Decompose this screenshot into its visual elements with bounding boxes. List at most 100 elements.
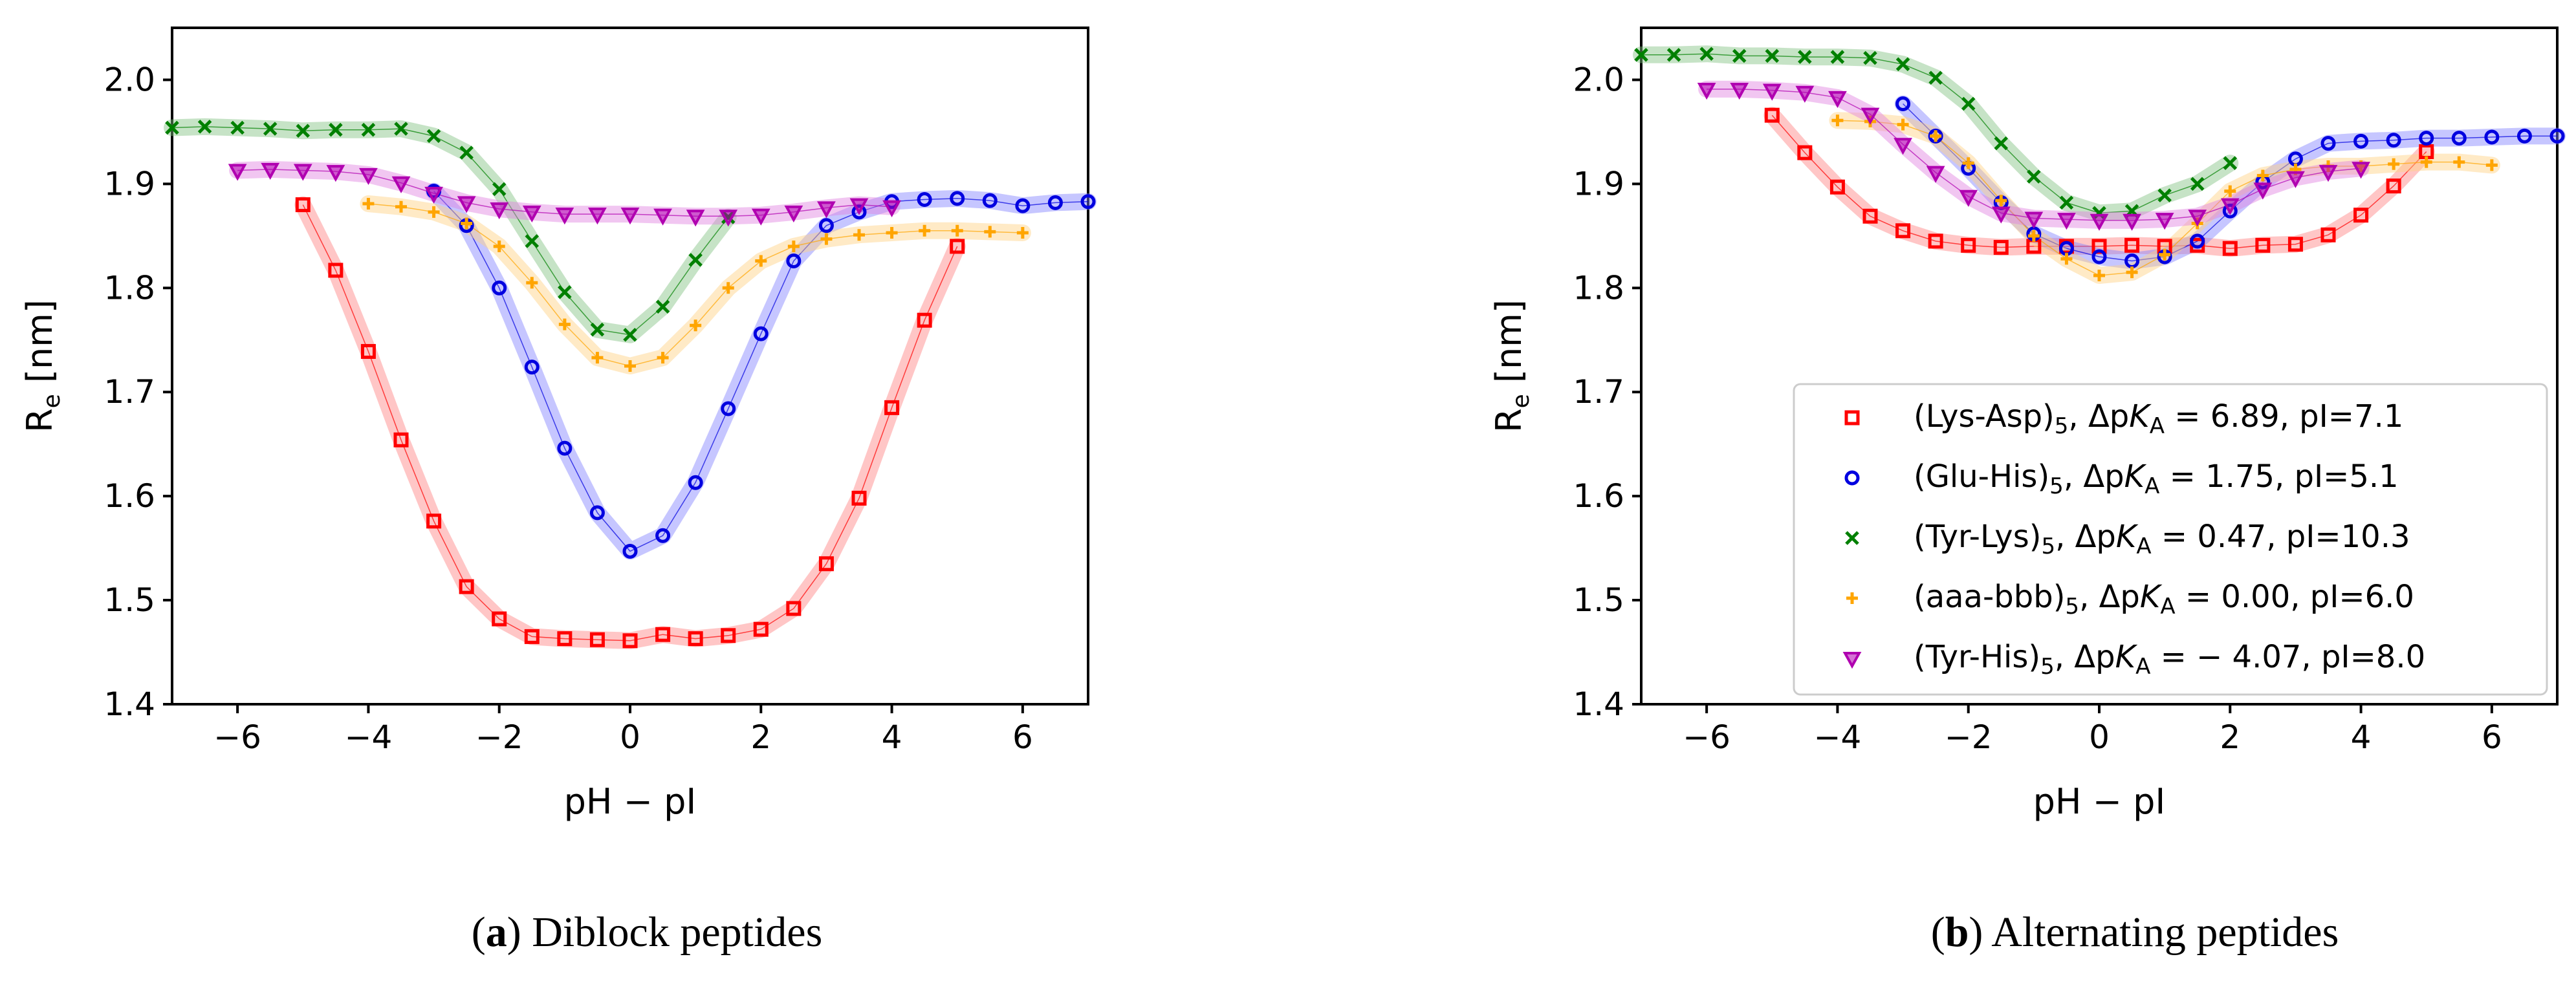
point-glu-his-5 — [721, 401, 736, 416]
point-glu-his-5 — [2451, 131, 2467, 146]
point-tyr-his-5 — [2319, 165, 2338, 182]
legend-marker-aaa-bbb-5 — [1846, 592, 1858, 604]
legend-1-mid: , Δp — [2068, 398, 2129, 435]
legend-4-ksub: A — [2160, 594, 2175, 620]
y-tick-label: 2.0 — [1573, 61, 1624, 98]
point-lys-asp-5 — [1797, 145, 1813, 160]
legend-3-mid: , Δp — [2055, 519, 2116, 555]
line-tyr-lys-5 — [171, 126, 729, 336]
point-glu-his-5 — [1080, 194, 1096, 210]
point-tyr-lys-5 — [655, 299, 670, 314]
legend-marker-glu-his-5 — [1844, 470, 1860, 486]
point-tyr-lys-5 — [1666, 48, 1681, 62]
caption-letter-b: b — [1945, 909, 1969, 956]
x-tick-label: 2 — [750, 718, 771, 756]
legend-1-name: (Lys-Asp) — [1914, 398, 2055, 435]
point-tyr-lys-5 — [1961, 96, 1976, 111]
point-glu-his-5 — [786, 253, 802, 268]
x-tick-label: 4 — [2351, 718, 2372, 756]
y-tick-label: 1.4 — [1573, 685, 1624, 723]
point-tyr-his-5 — [2188, 210, 2207, 227]
point-lys-asp-5 — [524, 629, 540, 644]
point-tyr-lys-5 — [623, 327, 637, 342]
point-lys-asp-5 — [459, 579, 474, 594]
point-aaa-bbb-5 — [2420, 156, 2432, 168]
point-tyr-lys-5 — [361, 122, 376, 137]
y-axis-label-a: Re [nm] — [19, 299, 65, 433]
point-tyr-his-5 — [1795, 85, 1815, 103]
x-tick-label: 6 — [1012, 718, 1033, 756]
point-glu-his-5 — [2484, 129, 2500, 145]
point-lys-asp-5 — [622, 633, 638, 649]
caption-a: (a) Diblock peptides — [472, 909, 823, 956]
point-lys-asp-5 — [1764, 107, 1780, 123]
point-lys-asp-5 — [2222, 241, 2238, 256]
point-aaa-bbb-5 — [1962, 157, 1974, 169]
caption-b: (b) Alternating peptides — [1931, 909, 2339, 956]
point-tyr-his-5 — [817, 201, 836, 219]
point-glu-his-5 — [589, 505, 605, 521]
point-lys-asp-5 — [851, 490, 867, 506]
point-glu-his-5 — [2549, 128, 2565, 144]
y-axis-label-sub-a: e — [39, 394, 65, 408]
legend-1-rest: = 6.89, pI=7.1 — [2165, 398, 2403, 435]
point-lys-asp-5 — [2124, 237, 2140, 253]
point-aaa-bbb-5 — [2060, 253, 2073, 265]
point-tyr-lys-5 — [165, 120, 179, 135]
legend-entry-2: (Glu-His)5, ΔpKA = 1.75, pI=5.1 — [1914, 458, 2399, 499]
point-glu-his-5 — [622, 543, 638, 559]
point-tyr-lys-5 — [394, 122, 408, 136]
point-tyr-lys-5 — [1895, 57, 1910, 72]
point-lys-asp-5 — [688, 631, 703, 647]
x-ticks-b: −6 −4 −2 0 2 4 6 — [1683, 704, 2502, 756]
x-tick-label: 2 — [2220, 718, 2240, 756]
line-lys-asp-5 — [1771, 114, 2427, 249]
point-tyr-his-5 — [2090, 213, 2109, 231]
legend-5-name: (Tyr-His) — [1914, 639, 2040, 675]
legend-marker-tyr-his-5 — [1842, 652, 1862, 669]
point-aaa-bbb-5 — [526, 277, 538, 289]
series-markers-a — [165, 120, 1096, 649]
point-aaa-bbb-5 — [624, 360, 636, 372]
point-tyr-his-5 — [457, 196, 476, 213]
point-lys-asp-5 — [393, 432, 409, 447]
point-aaa-bbb-5 — [1016, 227, 1029, 239]
point-lys-asp-5 — [328, 263, 344, 278]
point-glu-his-5 — [1047, 195, 1063, 210]
point-aaa-bbb-5 — [1930, 130, 1942, 142]
point-lys-asp-5 — [2386, 178, 2401, 194]
point-tyr-lys-5 — [263, 122, 278, 136]
y-tick-label: 1.6 — [104, 477, 155, 515]
point-aaa-bbb-5 — [1995, 195, 2007, 207]
panel-a: −6 −4 −2 0 2 4 6 1.4 1.5 1.6 1.7 1.8 1.9 2.0 pH − pI… — [19, 27, 1097, 956]
point-tyr-lys-5 — [296, 124, 311, 138]
point-aaa-bbb-5 — [722, 282, 734, 294]
point-tyr-his-5 — [751, 208, 770, 226]
point-glu-his-5 — [524, 360, 540, 375]
point-glu-his-5 — [753, 326, 769, 341]
y-tick-label: 1.5 — [104, 581, 155, 619]
point-tyr-his-5 — [424, 186, 443, 204]
point-tyr-his-5 — [1828, 91, 1847, 108]
point-aaa-bbb-5 — [428, 206, 440, 218]
y-tick-label: 1.9 — [1573, 165, 1624, 202]
point-aaa-bbb-5 — [919, 224, 931, 237]
legend-marker-lys-asp-5 — [1844, 410, 1860, 426]
point-glu-his-5 — [818, 218, 834, 233]
point-aaa-bbb-5 — [558, 318, 571, 330]
point-tyr-lys-5 — [590, 322, 605, 337]
line-glu-his-5 — [433, 191, 1089, 552]
point-tyr-his-5 — [490, 202, 509, 220]
point-tyr-lys-5 — [1732, 49, 1747, 63]
point-tyr-his-5 — [653, 208, 672, 226]
point-tyr-lys-5 — [426, 129, 441, 144]
legend-box — [1793, 383, 2548, 696]
point-aaa-bbb-5 — [984, 226, 996, 238]
legend-marker-tyr-lys-5 — [1845, 531, 1859, 545]
point-tyr-his-5 — [686, 210, 705, 227]
y-ticks-a: 1.4 1.5 1.6 1.7 1.8 1.9 2.0 — [104, 61, 172, 723]
point-aaa-bbb-5 — [395, 200, 407, 213]
legend-3-ksub: A — [2136, 534, 2151, 559]
legend-1-sub: 5 — [2055, 413, 2069, 439]
legend-2-rest: = 1.75, pI=5.1 — [2159, 458, 2398, 495]
